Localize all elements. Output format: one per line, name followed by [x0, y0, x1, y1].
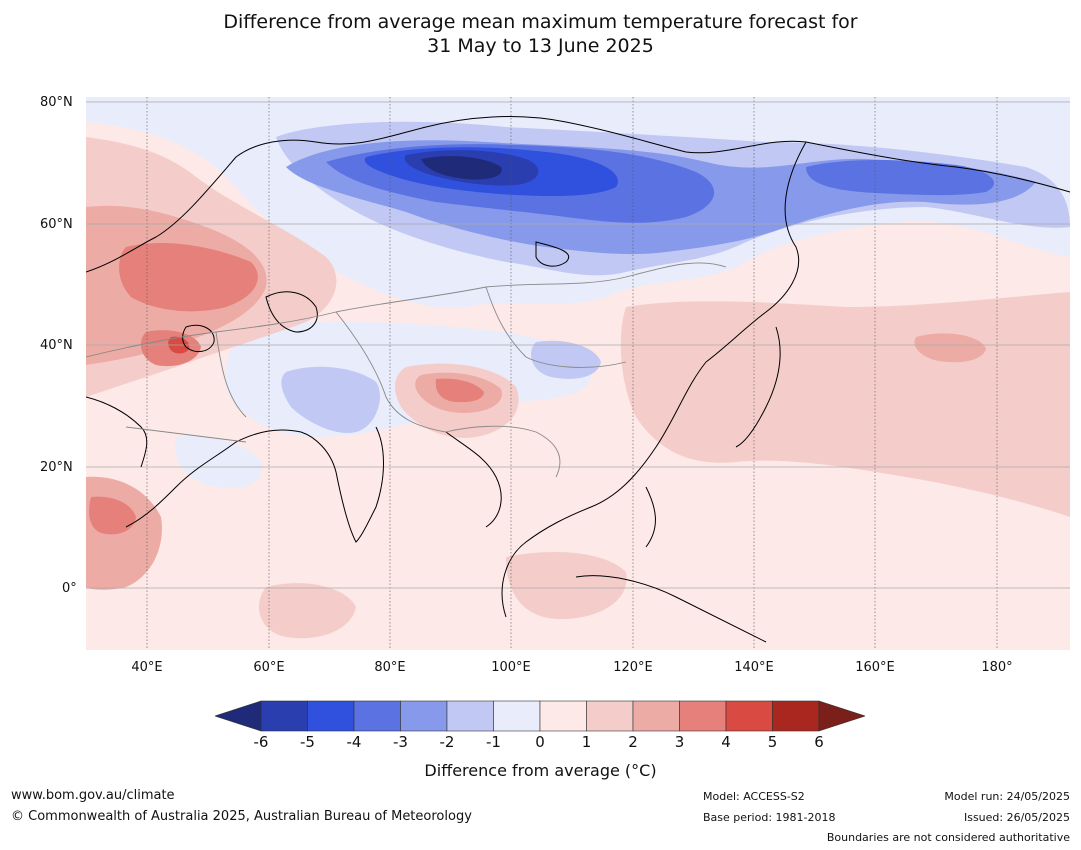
colorbar-title: Difference from average (°C): [424, 761, 657, 780]
colorbar-tick-label: 4: [721, 733, 731, 751]
colorbar-tick-label: -5: [300, 733, 315, 751]
lat-label-40n: 40°N: [40, 338, 73, 353]
cool-region-6: [421, 156, 502, 180]
colorbar-bin: [446, 700, 494, 732]
title-line-1: Difference from average mean maximum tem…: [223, 11, 858, 33]
colorbar-below-triangle: [215, 700, 262, 732]
footer-website: www.bom.gov.au/climate: [11, 788, 175, 803]
colorbar-above-triangle: [818, 700, 865, 732]
colorbar-tick-label: -3: [393, 733, 408, 751]
warm-region-europe-3: [119, 242, 258, 312]
warm-region-indian-ocean: [258, 583, 356, 639]
colorbar-bin: [493, 700, 541, 732]
title-line-2: 31 May to 13 June 2025: [427, 35, 654, 57]
lon-label-40e: 40°E: [131, 660, 163, 675]
cool-region-tibet-west: [281, 366, 380, 433]
colorbar-bin: [353, 700, 401, 732]
colorbar-bin: [725, 700, 773, 732]
lon-label-80e: 80°E: [374, 660, 406, 675]
footer-issued: Issued: 26/05/2025: [963, 811, 1070, 824]
footer-disclaimer: Boundaries are not considered authoritat…: [826, 831, 1070, 844]
cool-region-mongolia: [531, 340, 601, 379]
lon-label-180: 180°: [981, 660, 1013, 675]
latitude-gridlines: [86, 101, 1070, 589]
colorbar-tick-label: -6: [253, 733, 269, 751]
country-borders: [86, 262, 727, 478]
lon-label-160e: 160°E: [855, 660, 895, 675]
colorbar-tick-label: 2: [628, 733, 638, 751]
cool-region-3b: [806, 160, 995, 196]
colorbar-bin: [539, 700, 587, 732]
warm-region-africa-core: [89, 496, 136, 535]
colorbar-tick-label: 6: [814, 733, 824, 751]
lon-label-140e: 140°E: [734, 660, 774, 675]
colorbar-tick-label: 0: [535, 733, 545, 751]
colorbar-tick-label: -2: [439, 733, 455, 751]
forecast-map: [86, 97, 1070, 650]
lon-label-60e: 60°E: [253, 660, 285, 675]
colorbar-bin: [307, 700, 355, 732]
colorbar: [215, 700, 865, 732]
colorbar-tick-label: 3: [674, 733, 685, 751]
cool-region-arabia: [175, 435, 262, 489]
colorbar-tick-label: 5: [767, 733, 778, 751]
lat-label-0: 0°: [62, 581, 77, 596]
anomaly-field: [86, 97, 1070, 650]
colorbar-bin: [400, 700, 448, 732]
colorbar-bin: [772, 700, 820, 732]
colorbar-tick-label: -4: [346, 733, 362, 751]
warm-region-pacific-2: [914, 333, 986, 363]
footer-model: Model: ACCESS-S2: [703, 790, 805, 803]
colorbar-tick-label: 1: [581, 733, 592, 751]
colorbar-bin: [260, 700, 308, 732]
footer-model-run: Model run: 24/05/2025: [944, 790, 1070, 803]
warm-region-se-asia: [506, 552, 627, 620]
lon-label-120e: 120°E: [613, 660, 653, 675]
warm-region-tibet-3: [435, 378, 484, 403]
colorbar-tick-label: -1: [486, 733, 501, 751]
lon-label-100e: 100°E: [491, 660, 531, 675]
lat-label-60n: 60°N: [40, 217, 73, 232]
footer-copyright: © Commonwealth of Australia 2025, Austra…: [11, 809, 472, 824]
colorbar-bin: [586, 700, 634, 732]
colorbar-bin: [679, 700, 727, 732]
map-title: Difference from average mean maximum tem…: [0, 10, 1081, 58]
footer-base-period: Base period: 1981-2018: [703, 811, 836, 824]
longitude-gridlines: [146, 97, 998, 650]
colorbar-bin: [632, 700, 680, 732]
lat-label-80n: 80°N: [40, 95, 73, 110]
lat-label-20n: 20°N: [40, 460, 73, 475]
coastlines: [86, 116, 1070, 643]
